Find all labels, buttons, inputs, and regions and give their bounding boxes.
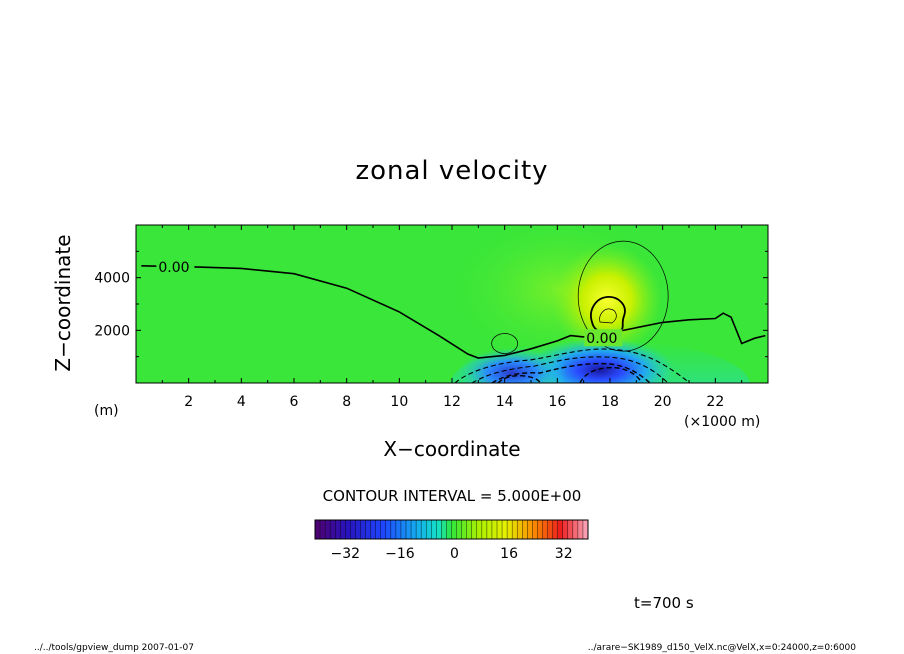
colorbar-cell-52 xyxy=(577,520,584,539)
colorbar-frame xyxy=(314,519,589,540)
contour-label-bg-1 xyxy=(156,258,195,276)
colorbar-cell-1 xyxy=(320,520,326,539)
colorbar-cell-38 xyxy=(507,520,513,539)
colorbar-tick-label-0: −32 xyxy=(331,546,361,562)
colorbar-cell-45 xyxy=(542,520,548,539)
colorbar-cell-34 xyxy=(486,520,493,539)
negative-contour-2 xyxy=(471,356,669,383)
colorbar-cell-23 xyxy=(431,520,437,539)
colorbar-cell-17 xyxy=(400,520,407,539)
colorbar-cell-20 xyxy=(416,520,422,539)
colorbar-cell-7 xyxy=(350,520,356,539)
contour-label-1: 0.00 xyxy=(158,260,189,276)
x-tick-label-6: 6 xyxy=(290,394,299,410)
zero-contour-line xyxy=(141,265,766,359)
footer-right: ../arare−SK1989_d150_VelX.nc@VelX,x=0:24… xyxy=(587,643,856,653)
negative-contour-3 xyxy=(491,362,651,383)
colorbar-cell-4 xyxy=(335,520,341,539)
colorbar-cell-5 xyxy=(340,520,346,539)
colorbar-tick-label-2: 0 xyxy=(450,546,459,562)
colorbar-cell-21 xyxy=(421,520,427,539)
negative-contour-4 xyxy=(579,366,643,383)
colorbar-cell-3 xyxy=(330,520,336,539)
x-tick-label-14: 14 xyxy=(496,394,514,410)
x-tick-label-22: 22 xyxy=(706,394,724,410)
axes: 2 4 6 8 10 12 14 16 18 20 22 2000 4000 xyxy=(94,224,769,410)
colorbar-cell-33 xyxy=(481,520,488,539)
x-tick-label-2: 2 xyxy=(184,394,193,410)
colorbar-cell-15 xyxy=(390,520,397,539)
x-axis-unit: (×1000 m) xyxy=(684,414,761,430)
velocity-field xyxy=(136,225,768,383)
colorbar-cell-49 xyxy=(562,520,569,539)
colorbar-tick-label-1: −16 xyxy=(385,546,415,562)
x-tick-label-10: 10 xyxy=(390,394,408,410)
x-tick-label-4: 4 xyxy=(237,394,246,410)
colorbar-cell-46 xyxy=(547,520,553,539)
colorbar-cell-25 xyxy=(441,520,447,539)
x-tick-label-16: 16 xyxy=(548,394,566,410)
colorbar-cell-0 xyxy=(315,520,321,539)
colorbar-cell-29 xyxy=(461,520,467,539)
colorbar-cell-12 xyxy=(375,520,382,539)
positive-contour-outer xyxy=(577,240,669,352)
x-axis-label: X−coordinate xyxy=(383,437,521,461)
x-tick-label-20: 20 xyxy=(654,394,672,410)
colorbar-cell-47 xyxy=(552,520,558,539)
x-tick-label-12: 12 xyxy=(443,394,461,410)
colorbar-cell-19 xyxy=(411,520,417,539)
colorbar-cell-44 xyxy=(537,520,543,539)
colorbar-cell-42 xyxy=(527,520,533,539)
colorbar-cell-18 xyxy=(406,520,412,539)
colorbar-cell-22 xyxy=(426,520,432,539)
colorbar-tick-label-4: 32 xyxy=(555,546,573,562)
colorbar-cell-37 xyxy=(502,520,508,539)
colorbar-cell-11 xyxy=(370,520,376,539)
time-label: t=700 s xyxy=(634,594,694,612)
colorbar-cell-8 xyxy=(355,520,361,539)
positive-contour-core xyxy=(599,308,617,324)
colorbar-cell-35 xyxy=(491,520,498,539)
colorbar-cell-10 xyxy=(365,520,371,539)
colorbar-cell-51 xyxy=(572,520,579,539)
y-axis-unit: (m) xyxy=(94,403,119,419)
x-tick-label-8: 8 xyxy=(342,394,351,410)
y-tick-label-2000: 2000 xyxy=(94,323,130,339)
contour-interval-text: CONTOUR INTERVAL = 5.000E+00 xyxy=(322,487,582,505)
negative-contour-1 xyxy=(454,348,691,383)
x-tick-label-18: 18 xyxy=(601,394,619,410)
colorbar-cell-40 xyxy=(517,520,523,539)
colorbar-tick-label-3: 16 xyxy=(500,546,518,562)
colorbar-cell-50 xyxy=(567,520,574,539)
colorbar-cell-9 xyxy=(360,520,366,539)
colorbar-cell-41 xyxy=(522,520,528,539)
colorbar-cell-53 xyxy=(582,520,589,539)
colorbar-cell-26 xyxy=(446,520,452,539)
colorbar-cell-2 xyxy=(325,520,331,539)
colorbar-cell-13 xyxy=(380,520,387,539)
negative-contour-5 xyxy=(497,374,541,383)
chart-title: zonal velocity xyxy=(355,156,549,186)
contour-label-2: 0.00 xyxy=(586,331,617,347)
colorbar-cell-39 xyxy=(512,520,518,539)
colorbar-cell-43 xyxy=(532,520,538,539)
colorbar-cell-36 xyxy=(497,520,503,539)
colorbar-cell-31 xyxy=(471,520,478,539)
colorbar-cell-24 xyxy=(436,520,442,539)
small-positive-contour xyxy=(491,333,519,354)
contour-label-bg-2 xyxy=(584,329,623,347)
colorbar-cell-6 xyxy=(345,520,351,539)
colorbar-cell-30 xyxy=(466,520,473,539)
y-tick-label-4000: 4000 xyxy=(94,271,130,287)
footer-left: ../../tools/gpview_dump 2007-01-07 xyxy=(34,643,194,653)
colorbar-cell-28 xyxy=(456,520,462,539)
colorbar-cell-16 xyxy=(395,520,402,539)
colorbar-cell-32 xyxy=(476,520,483,539)
colorbar-cell-14 xyxy=(385,520,392,539)
colorbar-cell-27 xyxy=(451,520,457,539)
contour-lines: 0.00 0.00 xyxy=(141,240,766,383)
colorbar-cell-48 xyxy=(557,520,564,539)
